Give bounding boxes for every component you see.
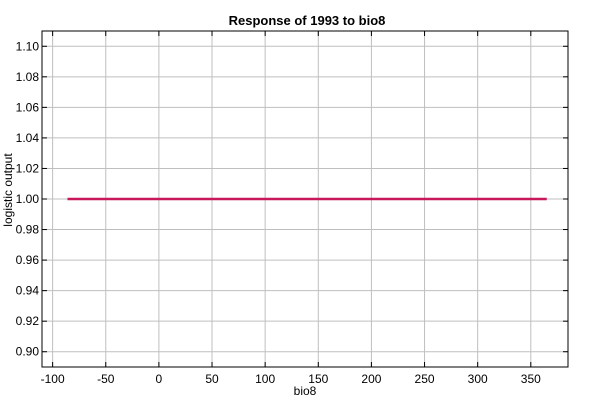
y-tick-label: 1.10	[16, 39, 40, 53]
x-tick-label: -50	[97, 372, 115, 386]
x-tick-label: 100	[255, 372, 275, 386]
x-tick-label: -100	[41, 372, 65, 386]
x-tick-label: 50	[205, 372, 219, 386]
x-tick-label: 250	[415, 372, 435, 386]
x-tick-label: 150	[308, 372, 328, 386]
ticks	[42, 31, 568, 367]
y-tick-label: 1.00	[16, 192, 40, 206]
y-tick-label: 0.92	[16, 314, 40, 328]
x-tick-label: 300	[468, 372, 488, 386]
x-axis-tick-labels: -100 -50 0 50 100 150 200 250 300 350	[41, 372, 542, 386]
y-tick-label: 0.96	[16, 253, 40, 267]
y-tick-label: 1.06	[16, 100, 40, 114]
y-tick-label: 1.08	[16, 70, 40, 84]
y-axis-label: logistic output	[1, 153, 15, 227]
y-tick-label: 0.90	[16, 345, 40, 359]
y-tick-label: 0.98	[16, 223, 40, 237]
grid	[42, 31, 568, 367]
y-axis-tick-labels: 0.90 0.92 0.94 0.96 0.98 1.00 1.02 1.04 1.06 1.08…	[16, 39, 40, 358]
y-tick-label: 1.04	[16, 131, 40, 145]
x-tick-label: 200	[361, 372, 381, 386]
y-tick-label: 1.02	[16, 161, 40, 175]
y-tick-label: 0.94	[16, 284, 40, 298]
x-tick-label: 0	[156, 372, 163, 386]
x-tick-label: 350	[521, 372, 541, 386]
chart-title: Response of 1993 to bio8	[229, 13, 386, 28]
x-axis-label: bio8	[294, 384, 317, 398]
